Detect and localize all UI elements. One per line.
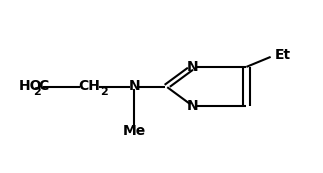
Text: HO: HO (19, 80, 43, 93)
Text: Et: Et (275, 48, 291, 62)
Text: C: C (38, 80, 48, 93)
Text: 2: 2 (33, 88, 40, 97)
Text: N: N (187, 60, 199, 74)
Text: 2: 2 (100, 88, 108, 97)
Text: Me: Me (123, 124, 146, 138)
Text: N: N (187, 99, 199, 113)
Text: N: N (129, 80, 140, 93)
Text: CH: CH (78, 80, 100, 93)
